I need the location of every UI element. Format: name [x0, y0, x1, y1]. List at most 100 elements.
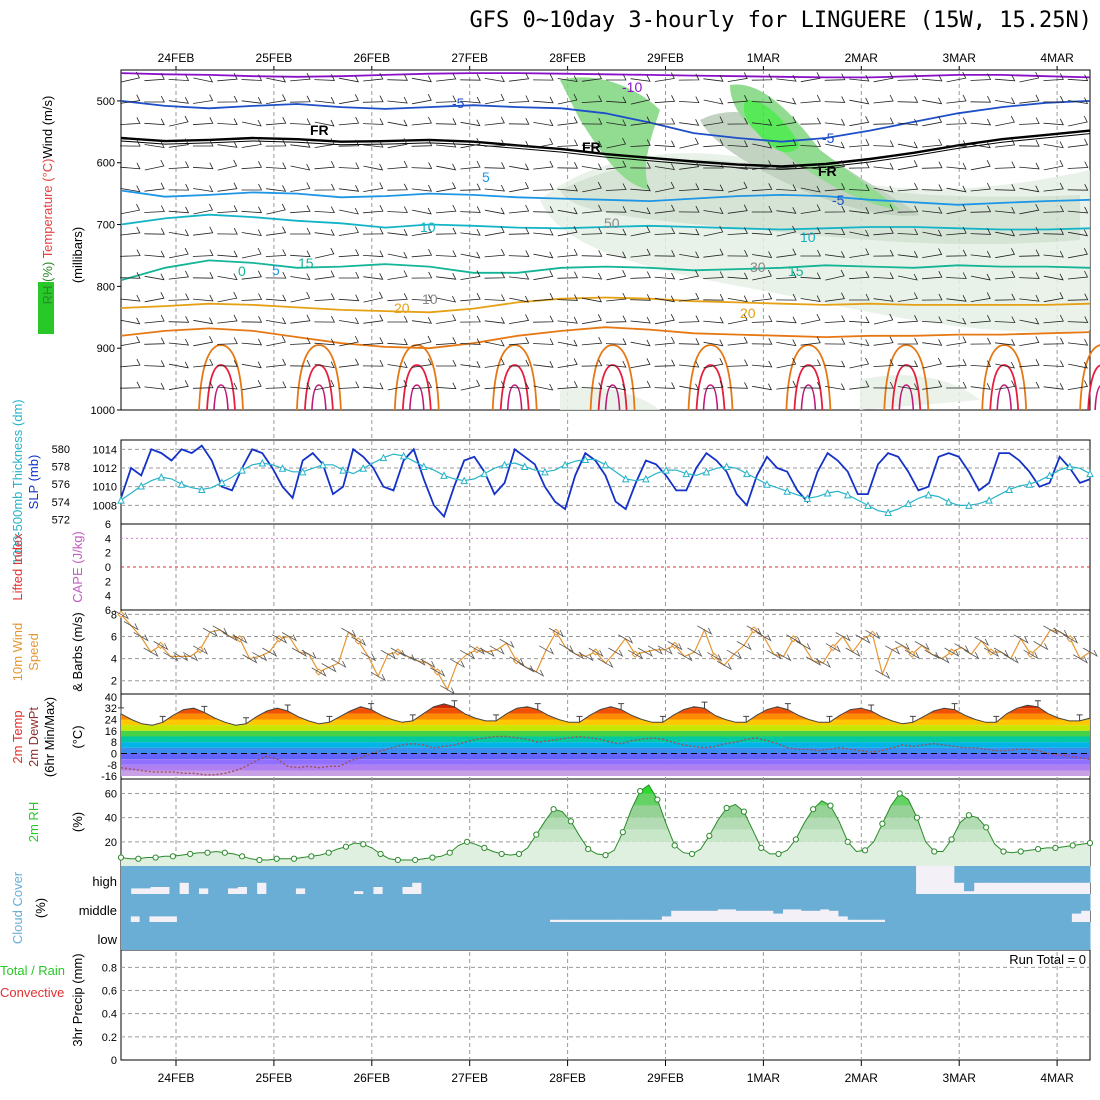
- wind-barb: [849, 316, 870, 324]
- wind-barb: [994, 161, 1016, 169]
- contour-label: 15: [298, 255, 314, 271]
- wind-barb: [120, 162, 141, 170]
- wind-barb: [1068, 361, 1088, 369]
- wind10-barb: [568, 649, 584, 660]
- cloud-bar-high: [285, 866, 296, 894]
- wind-barb: [363, 140, 384, 148]
- cloud-bar-low: [727, 922, 739, 950]
- cloud-bar-low: [1011, 922, 1022, 950]
- thickness-marker: [218, 478, 226, 486]
- cloud-bar-high: [847, 866, 858, 894]
- cloud-bar-high: [857, 866, 868, 894]
- wind-barb: [411, 226, 432, 236]
- wind10-barb: [558, 643, 574, 653]
- wind-barb: [168, 270, 190, 280]
- cloud-bar-middle: [763, 894, 774, 911]
- cloud-bar-high: [712, 866, 723, 894]
- cloud-bar-low: [1021, 922, 1032, 950]
- cloud-bar-high: [266, 866, 277, 894]
- surface-hottest-contour: [409, 384, 425, 411]
- cloud-bar-high: [411, 866, 422, 883]
- cloud-bar-low: [258, 922, 269, 950]
- wind-barb: [776, 97, 797, 105]
- wind-barb: [193, 203, 213, 215]
- precip-tick-label: 0: [111, 1055, 117, 1067]
- wind-barb: [533, 338, 554, 345]
- wind-barb: [509, 163, 530, 171]
- cloud-bar-middle: [707, 894, 718, 911]
- wind-barb: [751, 360, 773, 368]
- wind-barb: [1067, 293, 1089, 301]
- wind-barb: [776, 207, 797, 214]
- rh2m-ylabel: 2m RH: [26, 802, 41, 842]
- cloud-bar-high: [653, 866, 665, 894]
- wind-barb: [800, 140, 822, 147]
- cloud-bar-low: [943, 922, 954, 950]
- cloud-bar-high: [460, 866, 471, 894]
- precip-tick-label: 0.8: [102, 962, 117, 974]
- cloud-bar-high: [808, 866, 820, 894]
- wind-barb: [338, 162, 360, 169]
- wind10-barb: [608, 647, 624, 658]
- wind-barb: [1067, 316, 1089, 323]
- wind-barb: [848, 161, 870, 169]
- cloud-bar-low: [336, 922, 347, 950]
- wind-barb: [970, 160, 991, 171]
- rh-marker: [1017, 848, 1024, 855]
- wind-barb: [824, 183, 846, 192]
- wind-barb: [606, 160, 627, 170]
- slp-tick-label: 1014: [93, 444, 117, 456]
- precip-tick-label: 0.2: [102, 1032, 117, 1044]
- wind-barb: [776, 139, 797, 148]
- cloud-bar-middle: [959, 894, 970, 922]
- wind10-barb: [479, 647, 495, 658]
- rh-tick-label: 60: [105, 789, 117, 801]
- wind-barb: [873, 185, 894, 193]
- wind-barb: [460, 96, 481, 104]
- wind10-ylabel2: Speed: [26, 633, 41, 671]
- cloud-bar-middle: [447, 894, 457, 922]
- cloud-bar-high: [343, 866, 355, 894]
- wind-barb: [557, 162, 579, 169]
- temp-tick-label: -16: [101, 771, 117, 783]
- wind-barb: [241, 74, 263, 81]
- wind-barb: [897, 315, 919, 324]
- wind-barb: [435, 337, 457, 346]
- wind10-barb: [707, 652, 723, 662]
- rh-marker: [377, 850, 384, 858]
- thickness-marker: [843, 490, 852, 499]
- wind10-barb: [212, 625, 228, 635]
- wind-barb: [217, 95, 238, 103]
- wind-barb: [679, 360, 700, 368]
- wind-barb: [800, 249, 822, 257]
- thickness-marker: [460, 476, 468, 485]
- slp-tick-label: 1010: [93, 482, 117, 494]
- wind10-barb: [331, 658, 347, 669]
- contour-label: 50: [604, 215, 620, 231]
- cloud-bar-middle: [717, 894, 728, 910]
- rh-shading: [540, 77, 1090, 410]
- cloud-bar-middle: [279, 894, 290, 922]
- wind-barb: [1043, 273, 1064, 281]
- wind-barb: [509, 295, 530, 303]
- wind-barb: [873, 162, 894, 170]
- wind-barb: [120, 203, 141, 215]
- cloud-bar-low: [150, 922, 161, 950]
- wind-barb: [217, 205, 238, 213]
- wind-barb: [314, 315, 336, 323]
- wind-barb: [314, 229, 335, 236]
- wind-barb: [630, 294, 651, 301]
- wind-barb: [314, 270, 335, 280]
- wind10-barb: [183, 652, 199, 662]
- wind10-ylabel3-part: & Barbs (m/s): [70, 612, 85, 691]
- cloud-bar-high: [188, 866, 200, 894]
- rh-marker: [861, 847, 869, 854]
- cloud-bar-high: [208, 866, 219, 894]
- cloud-bar-high: [964, 866, 975, 892]
- wind-barb: [168, 229, 190, 237]
- wind-tick-label: 6: [111, 632, 117, 644]
- wind-barb: [1019, 71, 1040, 83]
- wind-barb: [290, 273, 311, 281]
- wind-barb: [970, 383, 991, 390]
- wind-barb: [314, 119, 335, 127]
